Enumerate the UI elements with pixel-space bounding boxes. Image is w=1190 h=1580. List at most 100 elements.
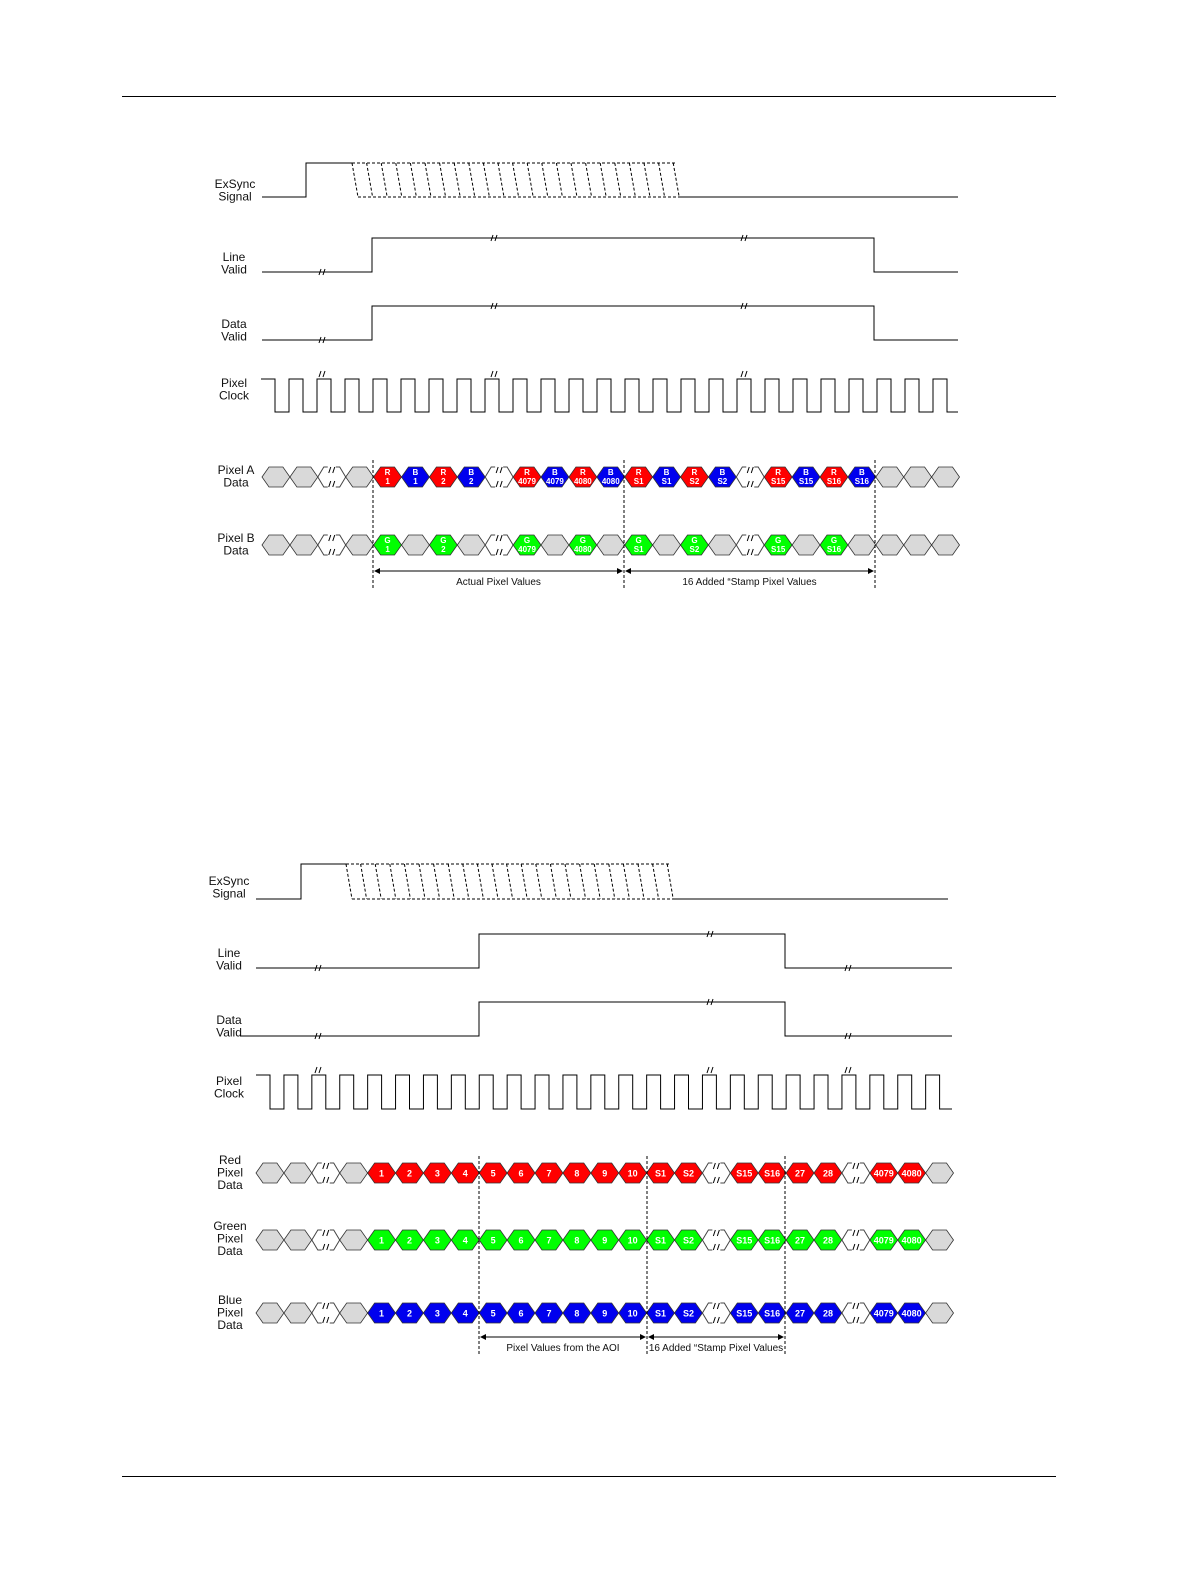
- break-mark: [490, 234, 498, 242]
- break-mark: [318, 336, 326, 344]
- data-valid-label: Data Valid: [216, 1013, 242, 1040]
- cell-label: G: [636, 536, 642, 545]
- break-mark: [712, 1176, 720, 1184]
- cell-label: S2: [683, 1169, 694, 1179]
- break-mark: [852, 1176, 860, 1184]
- cell-label: R: [831, 468, 837, 477]
- cell-label: 28: [823, 1236, 833, 1246]
- cell-label: 4080: [574, 477, 592, 486]
- cell-label: 6: [519, 1236, 524, 1246]
- cell-label: 7: [546, 1236, 551, 1246]
- idle-cell: [339, 1302, 369, 1324]
- cell-label: S16: [855, 477, 870, 486]
- stamp-pixel-span-label: 16 Added “Stamp Pixel Values: [682, 577, 816, 588]
- stamp-pixel-span: 16 Added “Stamp Pixel Values: [625, 568, 874, 588]
- cell-label: 1: [385, 477, 390, 486]
- footer-rule: [122, 1476, 1056, 1477]
- cell-label: 27: [795, 1169, 805, 1179]
- cell-label: 3: [435, 1169, 440, 1179]
- data-valid-signal: [262, 305, 958, 341]
- cell-label: 4: [463, 1169, 468, 1179]
- break-mark: [712, 1316, 720, 1324]
- cell-label: 2: [441, 477, 446, 486]
- break-mark: [322, 1316, 330, 1324]
- pixel-clock-label: Pixel Clock: [219, 376, 250, 403]
- break-mark: [852, 1302, 860, 1310]
- cell-label: 4080: [602, 477, 620, 486]
- break-mark: [844, 964, 852, 972]
- break-mark: [322, 1162, 330, 1170]
- cell-label: 3: [435, 1309, 440, 1319]
- break-mark: [852, 1229, 860, 1237]
- cell-label: 4079: [874, 1309, 894, 1319]
- cell-label: R: [524, 468, 530, 477]
- cell-label: 7: [546, 1169, 551, 1179]
- cell-label: S1: [655, 1169, 666, 1179]
- break-mark: [490, 302, 498, 310]
- break-mark: [712, 1162, 720, 1170]
- cell-label: 5: [491, 1169, 496, 1179]
- cell-label: S1: [662, 477, 672, 486]
- cell-label: 1: [379, 1169, 384, 1179]
- aoi-pixel-span-label: Pixel Values from the AOI: [506, 1343, 619, 1354]
- break-mark: [314, 1032, 322, 1040]
- break-mark: [322, 1229, 330, 1237]
- break-mark: [712, 1243, 720, 1251]
- actual-pixel-span: Actual Pixel Values: [374, 568, 623, 588]
- cell-label: 27: [795, 1236, 805, 1246]
- cell-label: S15: [736, 1236, 752, 1246]
- cell-label: 6: [519, 1169, 524, 1179]
- break-cell: [735, 534, 765, 556]
- cell-label: 9: [602, 1169, 607, 1179]
- idle-cell: [283, 1162, 313, 1184]
- pixel-a-row: R1B1R2B2R4079B4079R4080B4080RS1BS1RS2BS2…: [261, 466, 960, 488]
- data-valid-signal: [240, 1001, 952, 1037]
- break-mark: [740, 370, 748, 378]
- red-pixel-row: 1 2 3 4 5 6 7 8 9 10 S1 S2 S15 S16 27 28 4079 4080: [255, 1162, 954, 1184]
- cell-label: B: [468, 468, 474, 477]
- cell-label: 4079: [546, 477, 564, 486]
- cell-label: B: [413, 468, 419, 477]
- cell-label: 8: [574, 1309, 579, 1319]
- cell-label: 2: [407, 1236, 412, 1246]
- cell-label: S2: [683, 1236, 694, 1246]
- cell-label: 5: [491, 1309, 496, 1319]
- break-mark: [746, 548, 754, 556]
- idle-cell: [931, 534, 960, 556]
- cell-label: B: [803, 468, 809, 477]
- cell-label: G: [580, 536, 586, 545]
- idle-cell: [925, 1162, 954, 1184]
- cell-label: 10: [628, 1309, 638, 1319]
- cell-label: S16: [764, 1309, 780, 1319]
- cell-label: 2: [407, 1169, 412, 1179]
- cell-label: 4080: [902, 1236, 922, 1246]
- break-cell: [701, 1162, 731, 1184]
- green-pixel-row: 1 2 3 4 5 6 7 8 9 10 S1 S2 S15 S16 27 28 4079 4080: [255, 1229, 954, 1251]
- cell-label: 1: [413, 477, 418, 486]
- red-pixel-label: Red Pixel Data: [217, 1153, 243, 1192]
- pixel-a-label: Pixel A Data: [218, 463, 255, 490]
- break-mark: [844, 1032, 852, 1040]
- timing-diagram-bilinear: ExSync Signal Line Valid Data Valid Pixel Clock…: [215, 162, 960, 588]
- cell-label: B: [552, 468, 558, 477]
- break-cell: [841, 1229, 871, 1251]
- cell-label: 27: [795, 1309, 805, 1319]
- break-mark: [328, 466, 336, 474]
- break-mark: [746, 534, 754, 542]
- cell-label: G: [775, 536, 781, 545]
- cell-label: S2: [683, 1309, 694, 1319]
- cell-label: S15: [799, 477, 814, 486]
- cell-label: R: [385, 468, 391, 477]
- cell-label: S1: [634, 545, 644, 554]
- cell-label: 4079: [518, 545, 536, 554]
- line-valid-label: Line Valid: [216, 946, 242, 973]
- line-valid-label: Line Valid: [221, 250, 247, 277]
- break-cell: [317, 534, 347, 556]
- break-cell: [701, 1229, 731, 1251]
- break-mark: [740, 302, 748, 310]
- break-cell: [317, 466, 347, 488]
- cell-label: B: [664, 468, 670, 477]
- break-mark: [706, 1066, 714, 1074]
- cell-label: 1: [385, 545, 390, 554]
